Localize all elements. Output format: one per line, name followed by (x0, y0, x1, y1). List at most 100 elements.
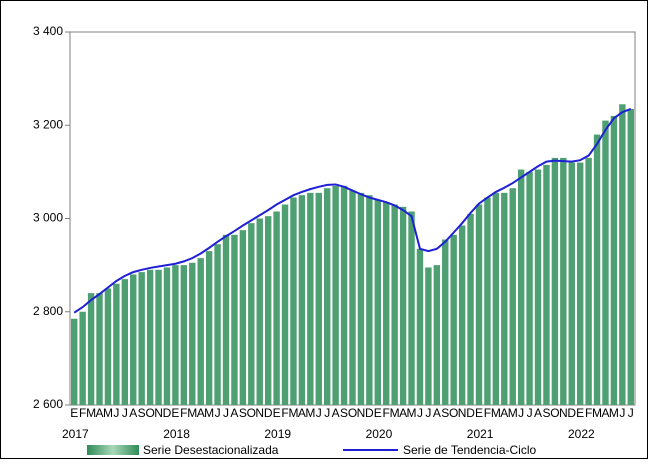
bar (450, 234, 457, 405)
bar (509, 188, 516, 405)
bar (374, 199, 382, 405)
x-tick-label: A (534, 406, 542, 420)
x-tick-label: M (592, 406, 602, 420)
bar (568, 162, 575, 405)
x-tick-label: N (255, 406, 264, 420)
x-tick-label: O (550, 406, 559, 420)
x-tick-label: A (500, 406, 508, 420)
x-tick-label: S (441, 406, 449, 420)
year-label: 2022 (568, 427, 595, 441)
bar (408, 211, 415, 405)
x-tick-label: M (390, 406, 400, 420)
x-tick-label: M (288, 406, 298, 420)
y-tick-label: 3 200 (33, 117, 63, 131)
bar (189, 262, 196, 405)
bar (290, 197, 297, 405)
x-tick-label: J (527, 406, 533, 420)
x-tick-label: A (298, 406, 306, 420)
bar (349, 190, 356, 405)
bar (383, 202, 390, 405)
x-tick-label: M (407, 406, 417, 420)
x-tick-label: E (475, 406, 483, 420)
bar (172, 265, 179, 405)
x-tick-label: F (79, 406, 86, 420)
bar (517, 169, 525, 405)
x-tick-label: J (619, 406, 625, 420)
bar (113, 283, 120, 405)
bar (484, 197, 491, 405)
bar (501, 192, 508, 405)
x-tick-label: D (567, 406, 576, 420)
bar (323, 188, 331, 405)
bar (79, 311, 86, 405)
year-label: 2018 (163, 427, 190, 441)
x-tick-label: J (324, 406, 330, 420)
bar (197, 258, 204, 405)
x-tick-label: S (340, 406, 348, 420)
bar (298, 195, 306, 405)
x-tick-label: M (305, 406, 315, 420)
bar (96, 293, 103, 405)
bar (307, 192, 314, 405)
bar (619, 104, 626, 406)
bar (442, 239, 449, 405)
x-tick-label: F (484, 406, 491, 420)
bar (543, 164, 550, 405)
bar (366, 195, 373, 405)
x-tick-label: A (129, 406, 137, 420)
bar (231, 234, 238, 405)
x-tick-label: O (247, 406, 256, 420)
x-tick-label: A (230, 406, 238, 420)
bar (104, 288, 112, 405)
bar (492, 192, 500, 405)
bar (248, 223, 255, 405)
legend-label: Serie Desestacionalizada (143, 443, 279, 457)
x-tick-label: A (399, 406, 407, 420)
x-tick-label: D (264, 406, 273, 420)
bar (602, 120, 609, 406)
legend-label: Serie de Tendencia-Ciclo (403, 443, 537, 457)
x-tick-label: D (365, 406, 374, 420)
x-tick-label: A (332, 406, 340, 420)
bar (534, 169, 542, 405)
x-tick-label: A (197, 406, 205, 420)
bar (585, 157, 592, 405)
bar (214, 244, 221, 405)
bar (399, 206, 407, 405)
x-tick-label: J (316, 406, 322, 420)
x-tick-label: J (113, 406, 119, 420)
bar (433, 265, 441, 405)
bar (146, 269, 154, 405)
x-tick-label: O (348, 406, 357, 420)
x-tick-label: J (122, 406, 128, 420)
x-tick-label: J (425, 406, 431, 420)
bar (576, 162, 584, 405)
x-tick-label: A (96, 406, 104, 420)
bar (357, 192, 365, 405)
y-tick-label: 3 000 (33, 211, 63, 225)
bar (239, 230, 247, 405)
bar (458, 225, 466, 405)
x-tick-label: O (145, 406, 154, 420)
bar (281, 204, 289, 405)
x-tick-label: M (187, 406, 197, 420)
bar (332, 185, 339, 405)
x-tick-label: D (163, 406, 172, 420)
bar (526, 171, 533, 405)
x-tick-label: M (86, 406, 96, 420)
bar (130, 274, 137, 405)
bar (256, 218, 263, 405)
bar (180, 265, 188, 405)
x-tick-label: D (466, 406, 475, 420)
bar (475, 204, 483, 405)
x-tick-label: E (576, 406, 584, 420)
x-tick-label: J (628, 406, 634, 420)
year-label: 2020 (366, 427, 393, 441)
x-tick-label: E (70, 406, 78, 420)
x-tick-label: N (357, 406, 366, 420)
bar (163, 267, 171, 405)
x-tick-label: E (374, 406, 382, 420)
x-tick-label: N (154, 406, 163, 420)
bar (264, 216, 272, 405)
